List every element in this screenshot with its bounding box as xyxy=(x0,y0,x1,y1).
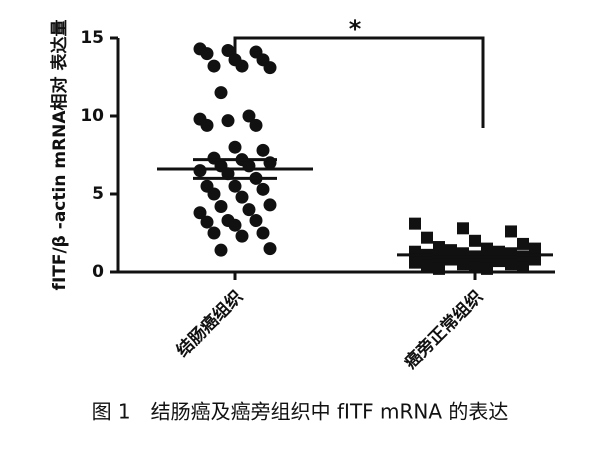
point xyxy=(235,190,249,204)
point xyxy=(469,261,481,274)
y-tick-label: 5 xyxy=(92,184,104,204)
point xyxy=(249,118,263,132)
point xyxy=(263,242,277,256)
point xyxy=(517,250,529,263)
point xyxy=(457,222,469,235)
significance-label: * xyxy=(349,15,362,43)
point xyxy=(433,241,445,254)
point xyxy=(221,114,235,128)
point xyxy=(193,164,207,178)
y-tick-label: 0 xyxy=(92,262,104,282)
point xyxy=(200,47,214,61)
point xyxy=(256,182,270,196)
point xyxy=(242,109,256,123)
point xyxy=(228,218,242,232)
point xyxy=(505,225,517,238)
point xyxy=(457,258,469,271)
point xyxy=(263,198,277,212)
point xyxy=(256,143,270,157)
point xyxy=(256,226,270,240)
point xyxy=(235,59,249,73)
point xyxy=(200,118,214,132)
point xyxy=(242,203,256,217)
point xyxy=(409,217,421,230)
point xyxy=(481,262,493,275)
point xyxy=(433,262,445,275)
point xyxy=(207,226,221,240)
x-tick-label: 癌旁正常组织 xyxy=(400,286,487,373)
point xyxy=(421,259,433,272)
point xyxy=(214,243,228,257)
point xyxy=(228,140,242,154)
point xyxy=(221,43,235,57)
point xyxy=(517,261,529,274)
point xyxy=(235,229,249,243)
x-tick-label: 结肠癌组织 xyxy=(172,286,247,361)
point xyxy=(214,86,228,100)
point xyxy=(249,214,263,228)
point xyxy=(214,199,228,213)
point xyxy=(529,253,541,266)
point xyxy=(207,59,221,73)
y-axis-label: fITF/β -actin mRNA相对 表达量 xyxy=(49,20,70,291)
point xyxy=(409,256,421,269)
point xyxy=(263,61,277,75)
y-tick-label: 10 xyxy=(80,106,104,126)
caption: 图 1 结肠癌及癌旁组织中 fITF mRNA 的表达 xyxy=(92,400,509,424)
point xyxy=(193,206,207,220)
significance-bracket xyxy=(233,36,485,128)
point xyxy=(517,237,529,250)
point xyxy=(469,234,481,247)
point xyxy=(529,242,541,255)
point xyxy=(505,258,517,271)
y-tick-label: 15 xyxy=(80,28,104,48)
point xyxy=(207,187,221,201)
point xyxy=(228,179,242,193)
point xyxy=(200,215,214,229)
point xyxy=(421,231,433,244)
